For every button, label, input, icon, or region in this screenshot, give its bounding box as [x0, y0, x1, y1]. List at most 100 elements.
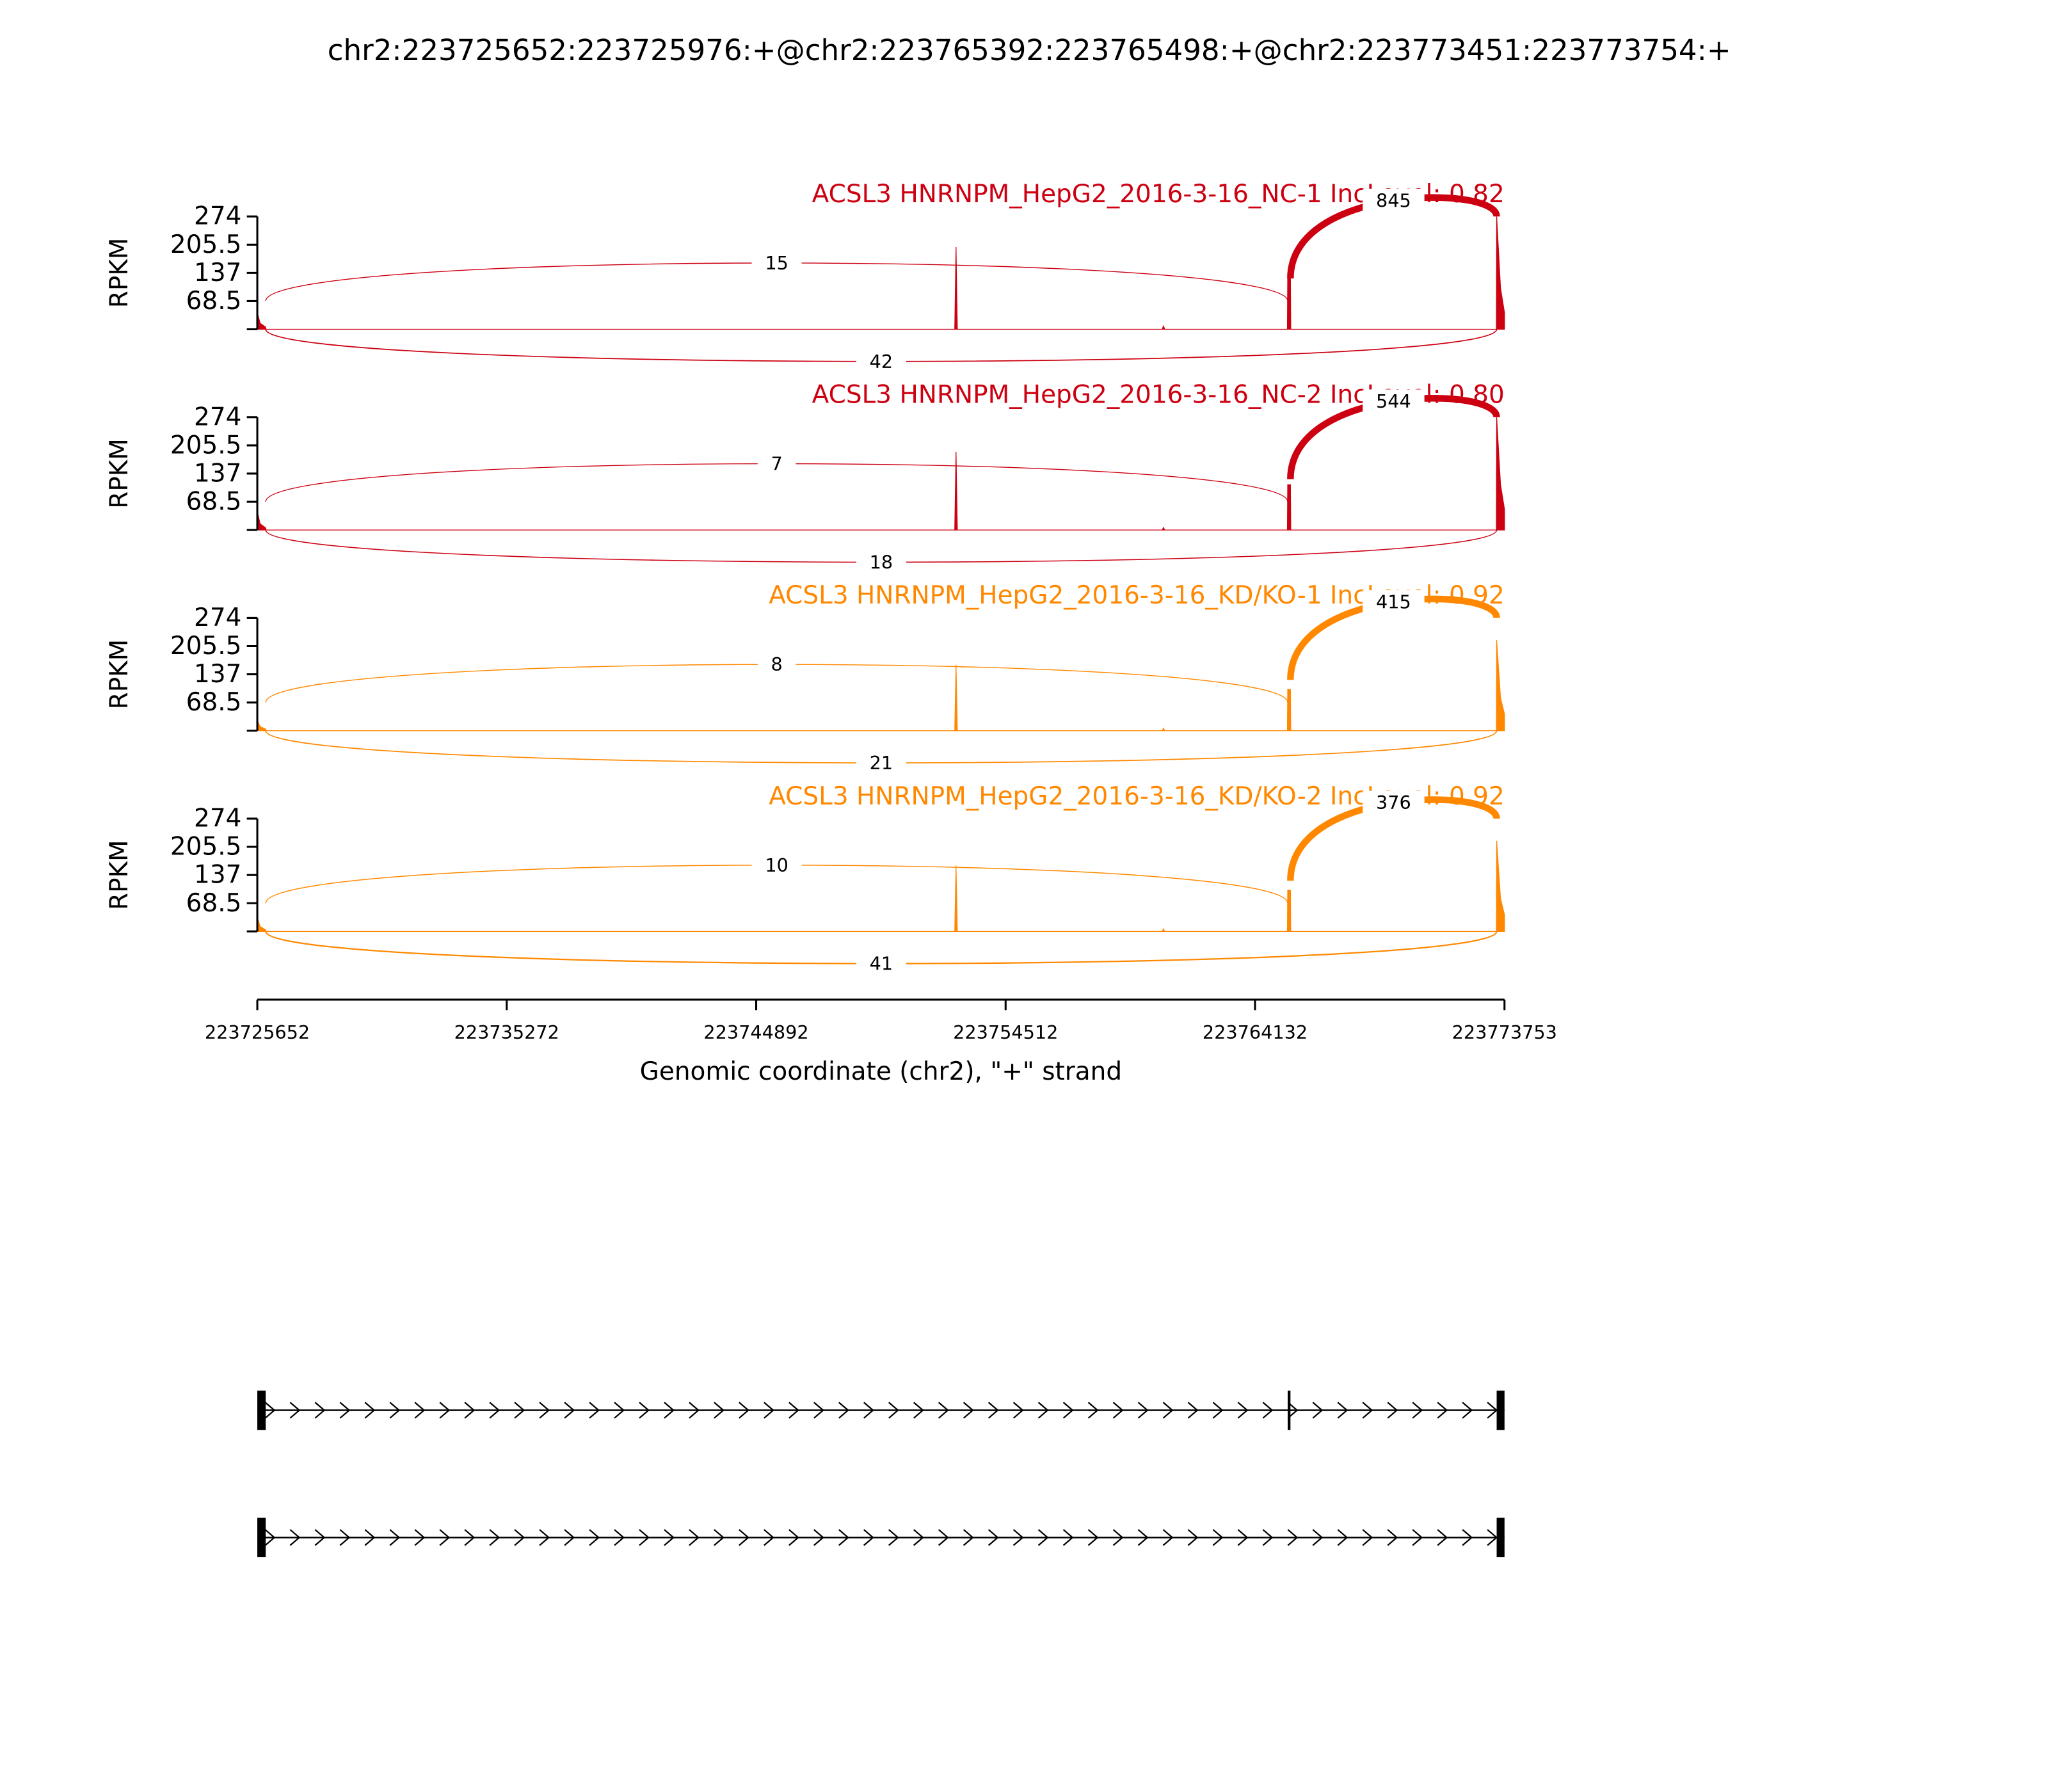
y-axis-label: RPKM — [105, 438, 134, 509]
strand-chevron — [1387, 1529, 1398, 1546]
exon — [1288, 1390, 1291, 1430]
strand-chevron — [1362, 1529, 1373, 1546]
strand-chevron — [614, 1529, 625, 1546]
strand-chevron — [714, 1529, 724, 1546]
strand-chevron — [788, 1529, 799, 1546]
strand-chevron — [1162, 1402, 1174, 1419]
strand-chevron — [539, 1402, 550, 1419]
strand-chevron — [514, 1529, 525, 1546]
strand-chevron — [689, 1402, 700, 1419]
y-tick-label: 205.5 — [170, 833, 242, 861]
strand-chevron — [1187, 1402, 1199, 1419]
strand-chevron — [988, 1529, 999, 1546]
strand-chevron — [838, 1529, 849, 1546]
strand-chevron — [1462, 1529, 1473, 1546]
strand-chevron — [364, 1402, 376, 1419]
junction-count: 8 — [771, 653, 782, 675]
strand-chevron — [1287, 1402, 1299, 1419]
junction-count: 845 — [1376, 189, 1411, 211]
strand-chevron — [1412, 1402, 1423, 1419]
strand-chevron — [1437, 1402, 1448, 1419]
strand-chevron — [1112, 1402, 1124, 1419]
junction-count: 21 — [870, 752, 893, 774]
exon — [257, 1517, 266, 1558]
strand-chevron — [664, 1402, 675, 1419]
strand-chevron — [1212, 1402, 1224, 1419]
strand-chevron — [1412, 1529, 1423, 1546]
strand-chevron — [414, 1402, 426, 1419]
y-tick-label: 274 — [194, 202, 241, 231]
junction-count: 42 — [870, 351, 893, 372]
strand-chevron — [913, 1529, 924, 1546]
strand-chevron — [464, 1529, 476, 1546]
y-tick-label: 274 — [194, 604, 241, 632]
coverage-area — [257, 417, 1505, 531]
y-tick-label: 68.5 — [186, 889, 242, 918]
strand-chevron — [464, 1402, 476, 1419]
strand-chevron — [863, 1402, 874, 1419]
junction-label-bg — [1363, 590, 1425, 614]
y-tick-label: 137 — [194, 861, 241, 890]
junction-label-bg — [751, 853, 802, 877]
y-tick-label: 205.5 — [170, 230, 242, 259]
y-tick-label: 274 — [194, 403, 241, 431]
y-tick-label: 68.5 — [186, 688, 242, 717]
strand-chevron — [813, 1529, 824, 1546]
strand-chevron — [963, 1402, 974, 1419]
coverage-area — [257, 640, 1505, 732]
strand-chevron — [1087, 1402, 1099, 1419]
junction-label-bg — [1363, 188, 1425, 212]
y-tick-label: 205.5 — [170, 632, 242, 660]
strand-chevron — [1312, 1529, 1324, 1546]
junction-count: 15 — [765, 252, 788, 274]
junction-label-bg — [1363, 790, 1425, 815]
strand-chevron — [739, 1529, 749, 1546]
strand-chevron — [589, 1529, 600, 1546]
y-axis-label: RPKM — [105, 238, 134, 308]
strand-chevron — [364, 1529, 376, 1546]
strand-chevron — [938, 1529, 949, 1546]
strand-chevron — [514, 1402, 525, 1419]
strand-chevron — [264, 1402, 276, 1419]
strand-chevron — [389, 1402, 401, 1419]
strand-chevron — [414, 1529, 426, 1546]
strand-chevron — [314, 1529, 326, 1546]
strand-chevron — [863, 1529, 874, 1546]
chart-title: chr2:223725652:223725976:+@chr2:22376539… — [328, 33, 1731, 67]
strand-chevron — [1337, 1402, 1348, 1419]
y-axis-label: RPKM — [105, 840, 134, 910]
strand-chevron — [838, 1402, 849, 1419]
strand-chevron — [314, 1402, 326, 1419]
strand-chevron — [1037, 1402, 1049, 1419]
strand-chevron — [439, 1529, 451, 1546]
junction-count: 7 — [771, 453, 782, 475]
strand-chevron — [689, 1529, 700, 1546]
x-axis-label: Genomic coordinate (chr2), "+" strand — [640, 1057, 1122, 1086]
strand-chevron — [1062, 1529, 1074, 1546]
junction-label-bg — [856, 751, 906, 775]
junction-label-bg — [856, 952, 906, 976]
strand-chevron — [589, 1402, 600, 1419]
y-tick-label: 274 — [194, 804, 241, 833]
strand-chevron — [764, 1529, 774, 1546]
junction-label-bg — [751, 251, 802, 275]
exon — [257, 1390, 266, 1430]
exon — [1496, 1390, 1505, 1430]
y-axis-label: RPKM — [105, 639, 134, 710]
strand-chevron — [988, 1402, 999, 1419]
strand-chevron — [489, 1529, 500, 1546]
strand-chevron — [439, 1402, 451, 1419]
strand-chevron — [913, 1402, 924, 1419]
strand-chevron — [1012, 1529, 1024, 1546]
strand-chevron — [289, 1402, 301, 1419]
x-tick-label: 223744892 — [703, 1021, 808, 1043]
strand-chevron — [1137, 1402, 1149, 1419]
x-tick-label: 223735272 — [454, 1021, 559, 1043]
strand-chevron — [888, 1402, 899, 1419]
y-tick-label: 137 — [194, 660, 241, 689]
strand-chevron — [739, 1402, 749, 1419]
junction-count: 544 — [1376, 390, 1411, 412]
strand-chevron — [1037, 1529, 1049, 1546]
